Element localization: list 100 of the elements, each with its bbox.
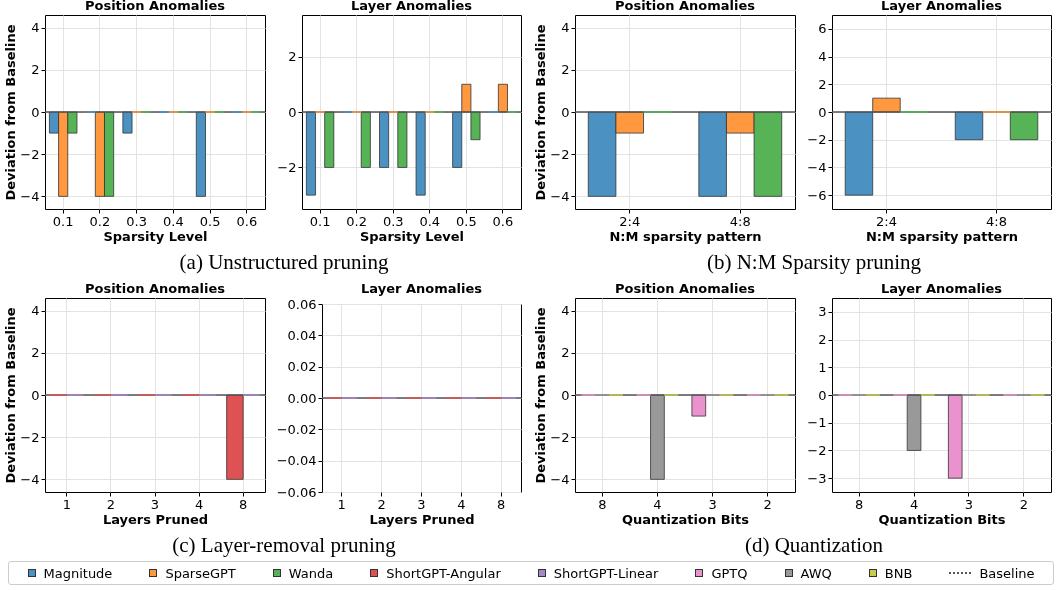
y-tick-label: −0.04 (276, 453, 317, 469)
y-tick-label: 2 (818, 76, 827, 92)
y-tick-label: −3 (807, 470, 827, 486)
y-tick-label: 2 (288, 49, 297, 65)
x-tick-label: 2 (763, 496, 772, 512)
x-tick-label: 1 (337, 496, 346, 512)
chart-title: Position Anomalies (84, 281, 226, 296)
legend-label: SparseGPT (165, 565, 236, 581)
y-tick-label: 2 (31, 62, 40, 78)
y-tick-label: 0.00 (287, 390, 317, 406)
y-tick-label: −4 (20, 188, 40, 204)
y-tick-label: −6 (807, 187, 827, 203)
x-axis-title: Layers Pruned (369, 511, 475, 527)
y-tick-label: 1 (818, 359, 827, 375)
y-tick-label: 0 (31, 104, 40, 120)
y-tick-label: −4 (550, 471, 570, 487)
y-tick-label: −1 (807, 415, 827, 431)
x-tick-label: 8 (239, 496, 248, 512)
x-tick-label: 4:8 (729, 213, 751, 229)
y-tick-label: −2 (277, 159, 297, 175)
x-tick-label: 0.5 (456, 213, 477, 229)
legend-label: ShortGPT-Linear (553, 565, 659, 581)
y-tick-label: −2 (807, 132, 827, 148)
y-tick-label: −0.06 (276, 484, 317, 500)
x-tick-label: 0.3 (382, 213, 404, 229)
y-tick-label: 4 (31, 303, 40, 319)
y-tick-label: 4 (818, 49, 827, 65)
y-tick-label: 0 (561, 104, 570, 120)
x-axis-title: Quantization Bits (621, 511, 750, 527)
x-axis-title: Quantization Bits (878, 511, 1006, 527)
chart-title: Layer Anomalies (351, 0, 473, 13)
y-tick-label: 6 (818, 21, 827, 37)
x-tick-label: 0.1 (52, 213, 74, 229)
y-tick-label: 0.04 (287, 327, 317, 343)
chart-title: Layer Anomalies (881, 281, 1003, 296)
x-tick-label: 4:8 (986, 213, 1007, 229)
chart-title: Position Anomalies (614, 0, 756, 13)
x-tick-label: 0.2 (346, 213, 367, 229)
x-tick-label: 4 (457, 496, 466, 512)
y-tick-label: −4 (20, 471, 40, 487)
x-axis-title: Layers Pruned (102, 511, 209, 527)
y-tick-label: −2 (20, 429, 40, 445)
text: (d) Quantization (743, 533, 885, 558)
legend-label: Wanda (288, 565, 334, 581)
legend-label: BNB (884, 565, 913, 581)
x-tick-label: 0.5 (199, 213, 221, 229)
chart-title: Layer Anomalies (361, 281, 483, 296)
y-tick-label: −2 (20, 146, 40, 162)
legend-label: AWQ (800, 565, 832, 581)
y-tick-label: 0.02 (287, 359, 317, 375)
x-axis-title: Sparsity Level (103, 228, 208, 244)
y-tick-label: 2 (561, 345, 570, 361)
y-tick-label: 2 (818, 332, 827, 348)
x-tick-label: 2 (1019, 496, 1028, 512)
x-tick-label: 0.4 (419, 213, 441, 229)
y-tick-label: −4 (807, 159, 827, 175)
text: (a) Unstructured pruning (178, 250, 390, 275)
y-tick-label: −4 (550, 188, 570, 204)
y-tick-label: 4 (561, 303, 570, 319)
y-tick-label: −2 (550, 146, 570, 162)
legend-label: Magnitude (43, 565, 113, 581)
y-tick-label: 0 (818, 104, 827, 120)
y-tick-label: 3 (818, 304, 827, 320)
chart-title: Position Anomalies (614, 281, 756, 296)
text: (b) N:M Sparsity pruning (705, 250, 923, 275)
x-tick-label: 0.4 (163, 213, 184, 229)
x-tick-label: 0.6 (236, 213, 258, 229)
chart-title: Layer Anomalies (881, 0, 1003, 13)
x-tick-label: 4 (194, 496, 204, 512)
x-tick-label: 4 (909, 496, 919, 512)
y-tick-label: 0.06 (287, 296, 317, 312)
x-tick-label: 0.2 (89, 213, 111, 229)
x-tick-label: 0.6 (492, 213, 514, 229)
x-axis-title: N:M sparsity pattern (609, 228, 762, 244)
legend-label: GPTQ (711, 565, 748, 581)
chart-title: Position Anomalies (84, 0, 226, 13)
x-tick-label: 4 (653, 496, 662, 512)
y-tick-label: 2 (561, 62, 570, 78)
y-tick-label: 2 (31, 345, 40, 361)
x-tick-label: 2:4 (876, 213, 897, 229)
y-tick-label: −2 (807, 442, 827, 458)
x-tick-label: 8 (598, 496, 607, 512)
x-tick-label: 8 (855, 496, 864, 512)
x-tick-label: 2:4 (619, 213, 641, 229)
y-axis-title: Deviation from Baseline (3, 24, 19, 201)
x-tick-label: 2 (106, 496, 116, 512)
y-tick-label: −2 (550, 429, 570, 445)
y-tick-label: 4 (31, 20, 40, 36)
x-axis-title: N:M sparsity pattern (865, 228, 1019, 244)
y-axis-title: Deviation from Baseline (533, 307, 549, 484)
y-tick-label: 4 (561, 20, 570, 36)
text: (c) Layer-removal pruning (171, 533, 397, 558)
x-tick-label: 3 (150, 496, 160, 512)
x-tick-label: 3 (708, 496, 717, 512)
y-tick-label: 0 (288, 104, 297, 120)
legend-label: Baseline (979, 565, 1035, 581)
x-tick-label: 0.1 (309, 213, 331, 229)
y-tick-label: −0.02 (276, 421, 317, 437)
x-tick-label: 3 (417, 496, 426, 512)
y-tick-label: 0 (561, 387, 570, 403)
